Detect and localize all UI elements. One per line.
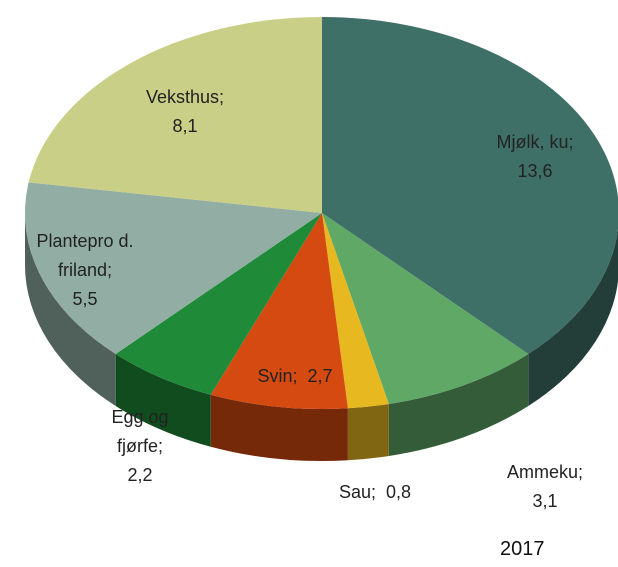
label-value: 8,1 xyxy=(172,116,198,136)
label-category: Sau xyxy=(338,482,371,502)
data-label: Plantepro d. friland; 5,5 xyxy=(30,227,140,314)
data-label: Mjølk, ku; 13,6 xyxy=(470,128,600,186)
label-value: 5,5 xyxy=(72,289,98,309)
label-category: Plantepro d. friland xyxy=(36,231,134,280)
data-label: Sau; 0,8 xyxy=(320,478,430,507)
label-value: 2,2 xyxy=(127,465,153,485)
data-label: Veksthus; 8,1 xyxy=(120,83,250,141)
label-category: Ammeku xyxy=(506,462,578,482)
pie-slice xyxy=(25,182,323,354)
label-separator: ; xyxy=(107,260,113,280)
data-label: Svin; 2,7 xyxy=(230,362,360,391)
pie-slice xyxy=(28,17,323,213)
label-separator: ; xyxy=(158,436,164,456)
label-value: 2,7 xyxy=(307,366,333,386)
data-label: Ammeku; 3,1 xyxy=(490,458,600,516)
label-separator: ; xyxy=(578,462,584,482)
pie-slice xyxy=(322,213,529,404)
subtitle: 2017 xyxy=(500,538,545,560)
label-separator: ; xyxy=(292,366,298,386)
label-category: Veksthus xyxy=(145,87,220,107)
label-category: Svin xyxy=(257,366,293,386)
pie-slice-side xyxy=(115,353,211,447)
label-separator: ; xyxy=(370,482,376,502)
pie-slice-side xyxy=(528,228,618,406)
label-separator: ; xyxy=(568,132,574,152)
label-separator: ; xyxy=(219,87,225,107)
label-category: Egg og fjørfe xyxy=(111,407,169,456)
pie-slice-side xyxy=(388,353,529,456)
data-label: Egg og fjørfe; 2,2 xyxy=(100,403,180,490)
label-value: 13,6 xyxy=(517,161,553,181)
label-value: 3,1 xyxy=(532,491,558,511)
pie-slice-side xyxy=(347,403,389,461)
pie-slice xyxy=(322,17,618,354)
pie-slice xyxy=(210,213,348,409)
pie-slice-side xyxy=(25,213,116,406)
pie-slice xyxy=(322,213,389,409)
label-value: 0,8 xyxy=(386,482,412,502)
pie-slice xyxy=(115,213,322,395)
label-category: Mjølk, ku xyxy=(496,132,569,152)
pie-slice-side xyxy=(210,394,348,461)
